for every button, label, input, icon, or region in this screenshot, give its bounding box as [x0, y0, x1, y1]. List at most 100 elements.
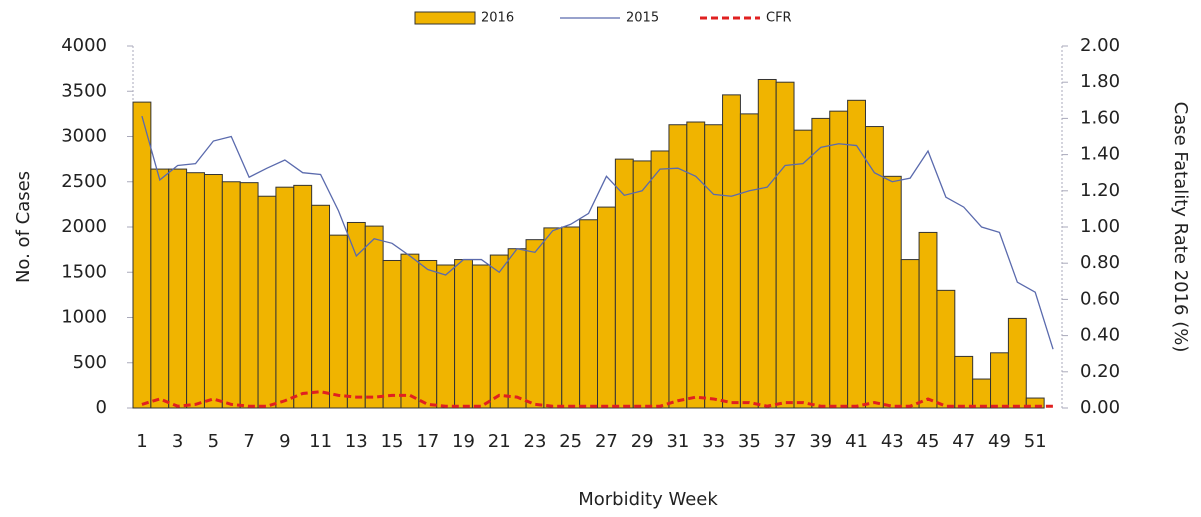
legend-label: 2015: [626, 11, 659, 26]
bar: [972, 378, 992, 409]
bar: [686, 121, 706, 409]
x-tick-label: 9: [279, 431, 290, 452]
bar: [382, 259, 402, 409]
x-tick-label: 13: [345, 431, 368, 452]
y2-tick-label: 1.20: [1080, 180, 1120, 201]
bar: [614, 158, 634, 409]
y-axis-label: No. of Cases: [13, 171, 34, 283]
x-tick-label: 33: [702, 431, 725, 452]
y-tick-label: 4000: [61, 35, 107, 56]
x-tick-label: 29: [631, 431, 654, 452]
y2-tick-label: 0.40: [1080, 325, 1120, 346]
bar: [221, 181, 241, 409]
y2-tick-label: 1.80: [1080, 71, 1120, 92]
x-tick-label: 39: [809, 431, 832, 452]
y-tick-label: 1500: [61, 261, 107, 282]
bar: [597, 206, 616, 409]
bar: [864, 126, 884, 409]
bar: [275, 186, 295, 409]
bar: [507, 248, 527, 409]
bar: [1025, 397, 1045, 409]
y2-axis-label: Case Fatality Rate 2016 (%): [1170, 102, 1191, 353]
x-tick-label: 23: [524, 431, 547, 452]
x-tick-label: 35: [738, 431, 761, 452]
x-tick-label: 3: [172, 431, 183, 452]
bar: [239, 182, 259, 409]
bar: [293, 184, 313, 409]
y-tick-label: 500: [73, 352, 107, 373]
legend-label: 2016: [481, 11, 514, 26]
x-tick-label: 19: [452, 431, 475, 452]
y2-tick-label: 0.00: [1080, 397, 1120, 418]
bar: [203, 174, 223, 409]
y-tick-label: 3000: [61, 126, 107, 147]
bar: [775, 81, 795, 409]
x-tick-label: 25: [559, 431, 582, 452]
bar: [471, 264, 491, 409]
bar: [704, 124, 724, 409]
bar: [990, 352, 1009, 409]
y-tick-label: 2000: [61, 216, 107, 237]
bar: [436, 264, 456, 409]
bar: [722, 94, 741, 409]
x-tick-label: 15: [381, 431, 404, 452]
bar: [1007, 317, 1027, 409]
bar: [900, 259, 920, 409]
bar: [561, 226, 581, 409]
bar: [757, 78, 777, 409]
bar: [579, 219, 599, 409]
bar: [650, 150, 670, 409]
bar: [918, 231, 938, 409]
bar: [739, 113, 759, 409]
y-tick-label: 2500: [61, 171, 107, 192]
bar: [186, 172, 205, 409]
bar: [418, 259, 438, 409]
x-tick-label: 37: [774, 431, 797, 452]
x-tick-label: 31: [666, 431, 689, 452]
legend-swatch: [414, 11, 476, 25]
bar: [168, 168, 188, 409]
bar: [400, 253, 420, 409]
bar: [329, 234, 348, 409]
legend-label: CFR: [766, 11, 792, 26]
x-tick-label: 27: [595, 431, 618, 452]
bar: [257, 195, 277, 409]
bar: [150, 168, 170, 409]
bar: [132, 101, 152, 409]
bar: [829, 110, 849, 409]
x-axis-label: Morbidity Week: [578, 489, 718, 510]
x-tick-label: 17: [416, 431, 439, 452]
x-tick-label: 1: [136, 431, 147, 452]
bar: [954, 355, 974, 409]
x-tick-label: 5: [208, 431, 219, 452]
y2-tick-label: 1.00: [1080, 216, 1120, 237]
x-tick-label: 43: [881, 431, 904, 452]
x-tick-label: 45: [917, 431, 940, 452]
y-tick-label: 3500: [61, 80, 107, 101]
bar: [632, 160, 652, 409]
x-tick-label: 47: [952, 431, 975, 452]
y-tick-label: 1000: [61, 307, 107, 328]
bar: [793, 129, 813, 409]
y2-tick-label: 0.20: [1080, 361, 1120, 382]
x-tick-label: 51: [1024, 431, 1047, 452]
line-series: [141, 390, 1054, 408]
y2-tick-label: 1.60: [1080, 107, 1120, 128]
bar: [364, 225, 384, 409]
y-tick-label: 0: [96, 397, 107, 418]
bar: [311, 204, 331, 409]
line-series: [141, 115, 1054, 350]
x-tick-label: 7: [243, 431, 254, 452]
x-tick-label: 21: [488, 431, 511, 452]
bar: [882, 175, 902, 409]
y2-tick-label: 2.00: [1080, 35, 1120, 56]
bar: [454, 259, 473, 409]
x-tick-label: 49: [988, 431, 1011, 452]
bar: [543, 227, 563, 409]
bar: [811, 117, 831, 409]
x-tick-label: 11: [309, 431, 332, 452]
bar: [525, 239, 545, 409]
bar: [489, 254, 509, 409]
y2-tick-label: 0.60: [1080, 288, 1120, 309]
